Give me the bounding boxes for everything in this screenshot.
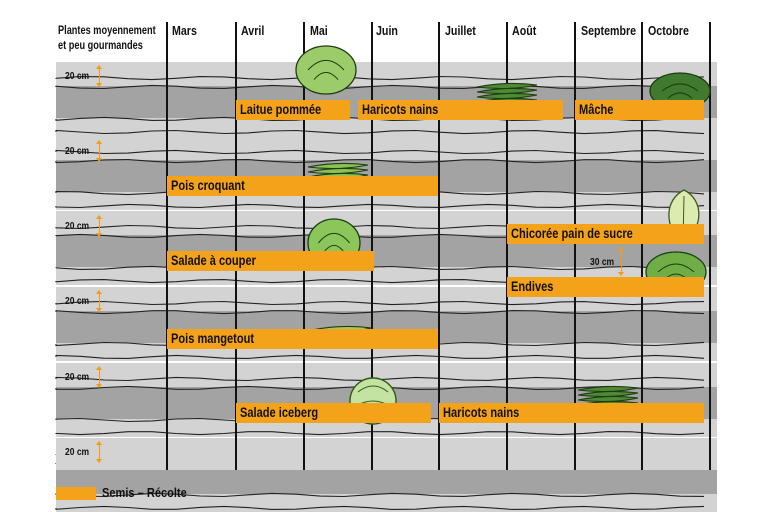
spacing-arrow-icon [96, 441, 102, 463]
title-line-2: et peu gourmandes [58, 40, 143, 52]
crop-label: Pois croquant [171, 178, 245, 193]
title-line-1: Plantes moyennement [58, 25, 156, 37]
chart-title: Plantes moyennement et peu gourmandes [58, 24, 156, 54]
row-spacing-label: 20 cm [65, 447, 90, 458]
crop-bar-laitue-pommee: Laitue pommée [236, 100, 350, 120]
crop-label: Salade iceberg [240, 405, 319, 420]
spacing-arrow-icon [96, 65, 102, 87]
spacing-arrow-icon [96, 140, 102, 162]
row-spacing-label: 20 cm [65, 146, 90, 157]
month-header-juin: Juin [376, 23, 398, 38]
crop-bar-salade-a-couper: Salade à couper [167, 251, 374, 271]
crop-label: Salade à couper [171, 253, 256, 268]
month-header-octobre: Octobre [648, 23, 689, 38]
crop-bar-endives: Endives [507, 277, 704, 297]
crop-label: Mâche [579, 102, 614, 117]
garden-bed [55, 287, 717, 361]
garden-bed [55, 62, 717, 136]
crop-label: Chicorée pain de sucre [511, 226, 633, 241]
crop-label: Pois mangetout [171, 331, 255, 346]
spacing-arrow-icon [96, 366, 102, 388]
spacing-arrow-icon [618, 247, 624, 276]
crop-label: Haricots nains [443, 405, 520, 420]
crop-bar-pois-croquant: Pois croquant [167, 176, 438, 196]
crop-bar-mache: Mâche [575, 100, 704, 120]
lettuce-icon [295, 45, 357, 95]
spacing-arrow-icon [96, 215, 102, 237]
month-header-juillet: Juillet [445, 23, 476, 38]
row-spacing-label: 20 cm [65, 71, 90, 82]
crop-bar-haricots-nains-2: Haricots nains [439, 403, 704, 423]
inner-spacing-label: 30 cm [590, 257, 615, 268]
crop-label: Endives [511, 279, 554, 294]
crop-label: Laitue pommée [240, 102, 322, 117]
row-spacing-label: 20 cm [65, 372, 90, 383]
legend-label: Semis – Récolte [102, 485, 187, 500]
month-header-avril: Avril [241, 23, 265, 38]
crop-bar-pois-mangetout: Pois mangetout [167, 329, 438, 349]
garden-bed [55, 136, 717, 210]
month-header-aout: Août [512, 23, 537, 38]
legend-swatch [56, 487, 96, 500]
crop-bar-haricots-nains: Haricots nains [358, 100, 563, 120]
spacing-arrow-icon [96, 290, 102, 312]
row-spacing-label: 20 cm [65, 221, 90, 232]
crop-bar-chicoree: Chicorée pain de sucre [507, 224, 704, 244]
row-spacing-label: 20 cm [65, 296, 90, 307]
month-header-septembre: Septembre [581, 23, 637, 38]
crop-bar-salade-iceberg: Salade iceberg [236, 403, 431, 423]
month-header-mai: Mai [310, 23, 328, 38]
crop-label: Haricots nains [362, 102, 439, 117]
month-header-mars: Mars [172, 23, 197, 38]
